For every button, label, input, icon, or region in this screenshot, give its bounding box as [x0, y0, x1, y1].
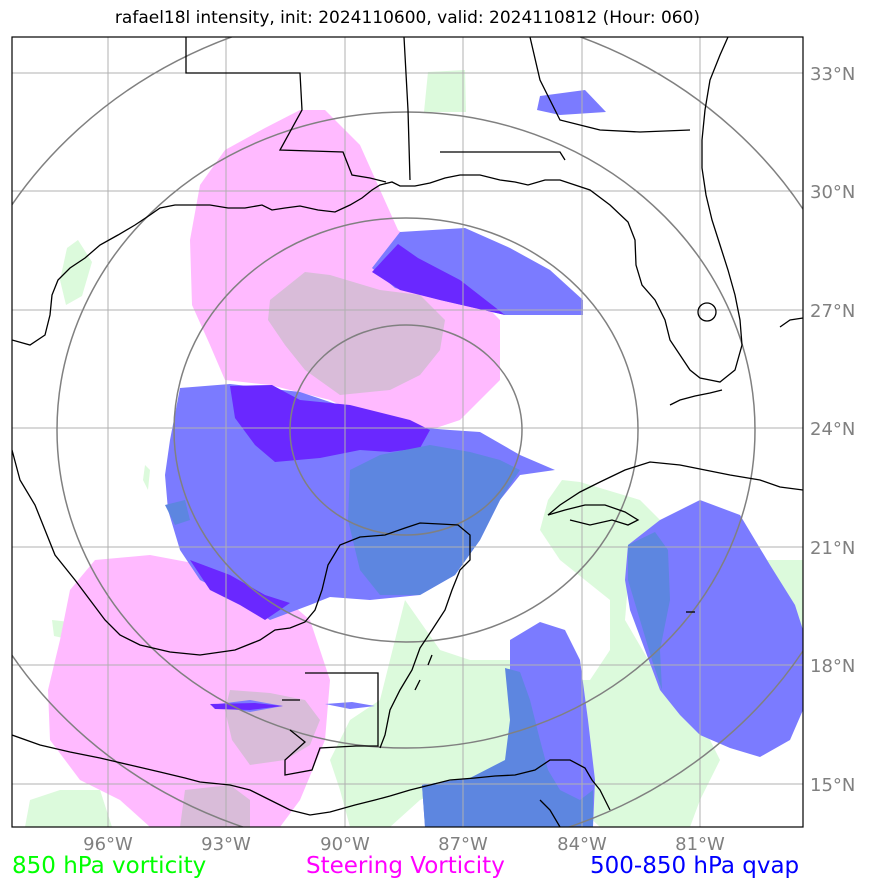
qvap-overlap-field — [165, 445, 670, 827]
legend-steering-vorticity: Steering Vorticity — [306, 853, 505, 879]
lon-label: 90°W — [320, 834, 370, 855]
map-layers — [12, 37, 803, 827]
lat-label: 30°N — [810, 182, 855, 203]
lat-label: 33°N — [810, 64, 855, 85]
lon-label: 93°W — [201, 834, 251, 855]
lat-label: 18°N — [810, 656, 855, 677]
grid — [12, 37, 803, 827]
lat-label: 27°N — [810, 301, 855, 322]
map-frame — [11, 36, 804, 828]
latitude-labels: 33°N 30°N 27°N 24°N 21°N 18°N 15°N — [810, 64, 855, 796]
lat-label: 21°N — [810, 538, 855, 559]
map-title: rafael18l intensity, init: 2024110600, v… — [114, 8, 701, 28]
qvap-core-field — [190, 244, 505, 710]
range-rings — [12, 37, 803, 827]
coastlines — [12, 37, 803, 827]
lat-label: 15°N — [810, 775, 855, 796]
legend-qvap: 500-850 hPa qvap — [590, 853, 800, 879]
longitude-labels: 96°W 93°W 90°W 87°W 84°W 81°W — [83, 834, 725, 855]
legend-850-vorticity: 850 hPa vorticity — [12, 853, 207, 879]
lon-label: 87°W — [438, 834, 488, 855]
lon-label: 84°W — [557, 834, 607, 855]
lon-label: 81°W — [675, 834, 725, 855]
lon-label: 96°W — [83, 834, 133, 855]
lat-label: 24°N — [810, 419, 855, 440]
